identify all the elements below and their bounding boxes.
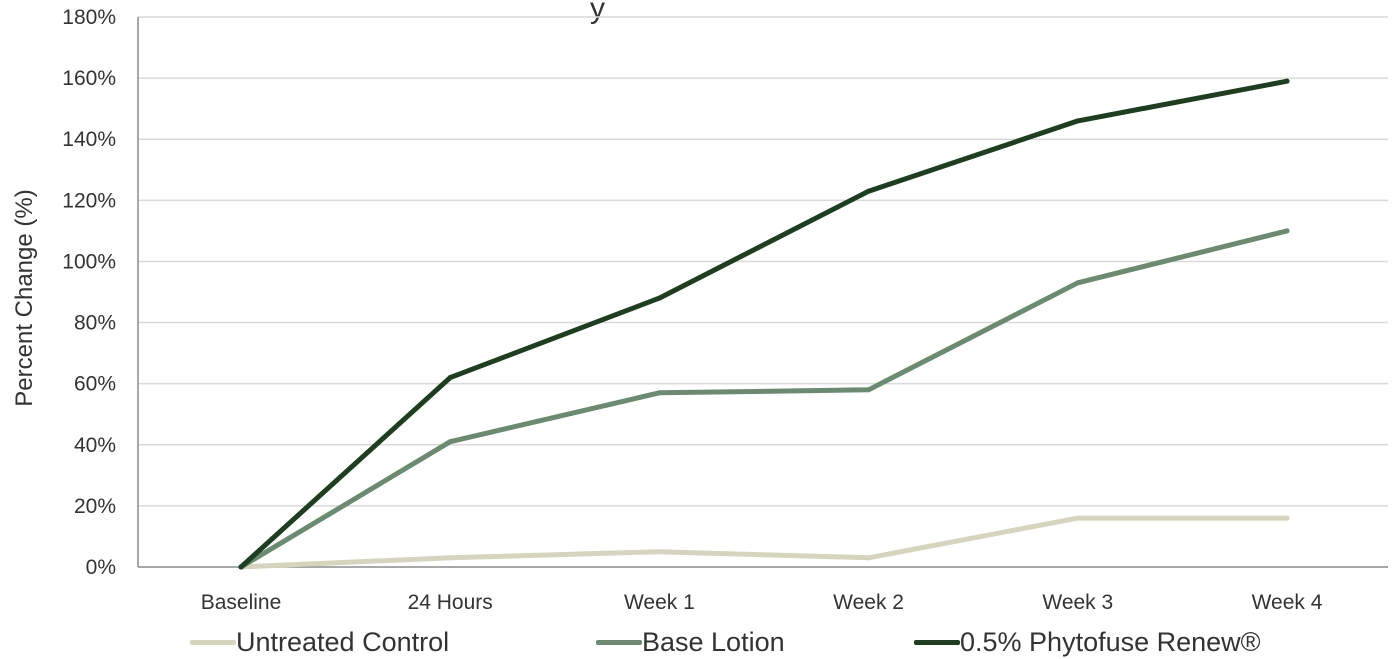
legend-swatch-base-lotion [596,640,642,645]
legend-label-untreated-control: Untreated Control [236,627,450,657]
series-line-0 [238,515,1290,570]
legend-item-phytofuse-renew: 0.5% Phytofuse Renew® [914,626,1261,659]
line-chart: y 0% 20% 40% 60% 80% 100% 120% 140% 160% 180% Bas… [11,0,1388,614]
x-tick-labels: Baseline 24 Hours Week 1 Week 2 Week 3 Week 4 [201,591,1323,614]
data-point-1-1 [447,439,453,445]
y-tick-label-180: 180% [62,6,116,29]
legend-swatch-untreated-control [190,640,236,645]
data-point-0-4 [1075,515,1081,521]
series-lines [238,78,1290,570]
data-point-1-4 [1075,280,1081,286]
y-tick-label-20: 20% [74,495,116,518]
data-point-1-2 [656,390,662,396]
gridlines [138,16,1388,507]
y-axis-label: Percent Change (%) [11,189,38,406]
x-tick-label-2: Week 1 [624,591,695,614]
legend-item-base-lotion: Base Lotion [596,626,785,659]
y-tick-label-100: 100% [62,250,116,273]
data-point-2-4 [1075,118,1081,124]
legend-item-untreated-control: Untreated Control [190,626,449,659]
x-tick-label-0: Baseline [201,591,282,614]
data-point-0-5 [1284,515,1290,521]
y-tick-labels: 0% 20% 40% 60% 80% 100% 120% 140% 160% 180% [62,6,116,579]
x-tick-label-5: Week 4 [1252,591,1323,614]
y-tick-label-120: 120% [62,189,116,212]
x-tick-label-1: 24 Hours [408,591,493,614]
y-tick-label-40: 40% [74,434,116,457]
y-tick-label-80: 80% [74,312,116,335]
chart-title-fragment: y [590,0,605,25]
y-tick-label-0: 0% [86,556,116,579]
axes [137,17,1388,568]
x-tick-label-3: Week 2 [833,591,904,614]
legend-swatch-phytofuse-renew [914,640,960,645]
data-point-2-1 [447,375,453,381]
data-point-0-3 [866,555,872,561]
y-tick-label-140: 140% [62,128,116,151]
data-point-2-0 [238,564,244,570]
series-line-1 [238,228,1290,570]
x-tick-label-4: Week 3 [1042,591,1113,614]
legend: Untreated Control Base Lotion 0.5% Phyto… [0,626,1395,659]
data-point-2-3 [866,188,872,194]
data-point-1-5 [1284,228,1290,234]
y-tick-label-160: 160% [62,67,116,90]
data-point-2-2 [656,295,662,301]
series-line-2 [238,78,1290,570]
y-tick-label-60: 60% [74,373,116,396]
legend-label-base-lotion: Base Lotion [642,627,785,657]
data-point-2-5 [1284,78,1290,84]
data-point-1-3 [866,387,872,393]
data-point-0-2 [656,549,662,555]
data-point-0-1 [447,555,453,561]
legend-label-phytofuse-renew: 0.5% Phytofuse Renew® [960,627,1261,657]
